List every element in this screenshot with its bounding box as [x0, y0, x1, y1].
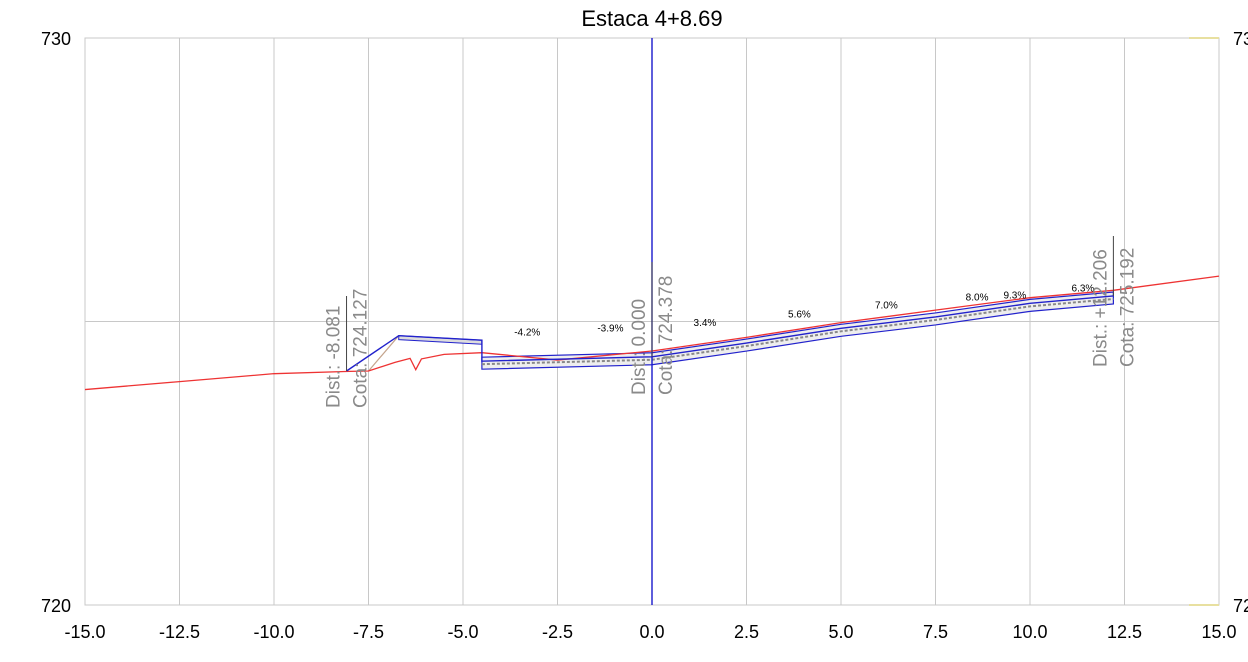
- fill-slope: [368, 335, 400, 372]
- x-tick-label: 0.0: [639, 622, 664, 642]
- x-tick-label: 15.0: [1201, 622, 1236, 642]
- y-tick-label-left: 730: [41, 29, 71, 49]
- slope-label: 7.0%: [875, 300, 898, 311]
- annotation-dist: Dist.: -8.081: [324, 306, 345, 408]
- slope-label: 5.6%: [788, 310, 811, 321]
- slope-label: -4.2%: [514, 328, 540, 339]
- x-tick-label: -2.5: [542, 622, 573, 642]
- fill-area: [368, 291, 1114, 372]
- slope-label: -3.9%: [597, 324, 623, 335]
- annotation-dist: Dist.: +12.206: [1090, 249, 1111, 367]
- slope-labels: -4.2% -3.9% 3.4% 5.6% 7.0% 8.0% 9.3% 6.3%: [514, 283, 1094, 338]
- x-tick-label: 5.0: [828, 622, 853, 642]
- design-line: [346, 295, 1114, 372]
- annotations: Dist.: -8.081 Cota: 724.127 Dist.: 0.000 Co…: [324, 236, 1138, 408]
- x-tick-label: 10.0: [1012, 622, 1047, 642]
- x-tick-label: -5.0: [447, 622, 478, 642]
- y-tick-label-right: 73: [1233, 29, 1248, 49]
- x-tick-label: 2.5: [734, 622, 759, 642]
- x-tick-label: 7.5: [923, 622, 948, 642]
- chart-title: Estaca 4+8.69: [581, 6, 723, 31]
- annotation-cota: Cota: 725.192: [1117, 248, 1138, 367]
- x-tick-label: -10.0: [253, 622, 294, 642]
- slope-label: 8.0%: [966, 293, 989, 304]
- slope-label: 6.3%: [1072, 283, 1095, 294]
- axis-ticks: -15.0 -12.5 -10.0 -7.5 -5.0 -2.5 0.0 2.5 5.0 7.5 1…: [41, 29, 1248, 642]
- slope-label: 3.4%: [694, 318, 717, 329]
- x-tick-label: 12.5: [1107, 622, 1142, 642]
- annotation-cota: Cota: 724.378: [656, 276, 677, 395]
- annotation-dist: Dist.: 0.000: [629, 299, 650, 395]
- y-tick-label-right: 72: [1233, 596, 1248, 616]
- y-tick-label-left: 720: [41, 596, 71, 616]
- annotation-cota: Cota: 724.127: [351, 289, 372, 408]
- pavement-body: [481, 291, 1114, 370]
- slope-label: 9.3%: [1003, 290, 1026, 301]
- x-tick-label: -7.5: [353, 622, 384, 642]
- terrain-line: [84, 275, 1220, 391]
- x-tick-label: -15.0: [64, 622, 105, 642]
- x-tick-label: -12.5: [159, 622, 200, 642]
